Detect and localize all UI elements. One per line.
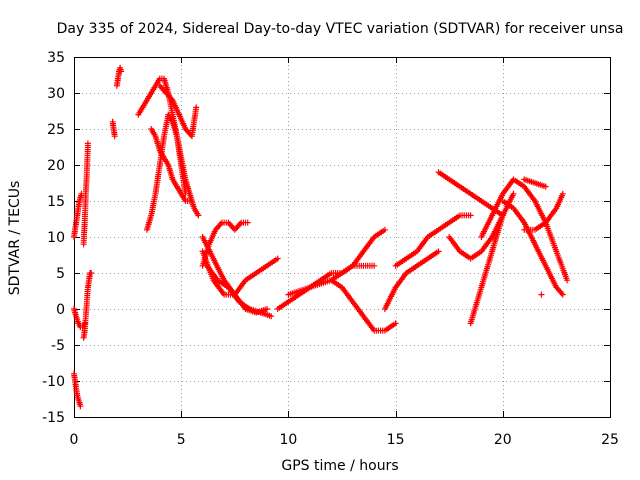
data-points — [328, 226, 388, 284]
x-tick-label: 25 — [601, 432, 619, 448]
series-arc3 — [71, 306, 88, 330]
data-points — [521, 190, 566, 233]
data-points — [392, 212, 474, 269]
series-arc2 — [71, 190, 85, 240]
y-tick-label: 10 — [47, 230, 65, 246]
y-tick-label: -10 — [42, 374, 65, 390]
y-tick-label: 30 — [47, 86, 65, 102]
x-tick-label: 20 — [494, 432, 512, 448]
data-points — [521, 176, 549, 190]
data-layer — [71, 64, 571, 410]
series-arc18 — [328, 226, 388, 284]
data-points — [148, 126, 193, 204]
series-arc5 — [80, 140, 91, 248]
x-tick-label: 15 — [387, 432, 405, 448]
data-points — [71, 370, 84, 410]
data-points — [381, 248, 442, 312]
series-arc4 — [80, 270, 95, 341]
data-points — [71, 306, 88, 330]
data-points — [109, 118, 118, 140]
x-axis-label: GPS time / hours — [281, 458, 398, 474]
y-tick-label: 25 — [47, 122, 65, 138]
data-points — [538, 291, 545, 298]
data-points — [80, 140, 91, 248]
y-tick-label: 0 — [56, 302, 65, 318]
series-arc17 — [285, 277, 399, 334]
series-arc19 — [381, 248, 442, 312]
data-points — [274, 262, 378, 312]
series-arc20 — [392, 212, 474, 269]
data-points — [203, 262, 275, 320]
y-tick-label: -15 — [42, 410, 65, 426]
x-tick-label: 0 — [70, 432, 79, 448]
data-points — [71, 190, 85, 240]
y-tick-label: 20 — [47, 158, 65, 174]
series-arc26 — [521, 190, 566, 233]
data-points — [113, 64, 125, 89]
y-tick-label: 5 — [56, 266, 65, 282]
series-arc10 — [148, 126, 193, 204]
tick-layer: 0 5 10 15 20 25 35 30 25 20 15 10 5 0 -5 -10 -15 — [42, 50, 619, 448]
y-axis-label: SDTVAR / TECUs — [7, 181, 23, 296]
series-arc7 — [113, 64, 125, 89]
series-arc15 — [203, 262, 275, 320]
series-arc6 — [109, 118, 118, 140]
y-tick-label: 35 — [47, 50, 65, 66]
x-tick-label: 10 — [279, 432, 297, 448]
series-arc1 — [71, 370, 84, 410]
x-tick-label: 5 — [177, 432, 186, 448]
data-points — [156, 82, 200, 140]
series-arc28 — [538, 291, 545, 298]
y-tick-label: -5 — [51, 338, 65, 354]
chart-title: Day 335 of 2024, Sidereal Day-to-day VTE… — [57, 21, 624, 37]
data-points — [285, 277, 399, 334]
series-arc16 — [274, 262, 378, 312]
y-tick-label: 15 — [47, 194, 65, 210]
data-points — [80, 270, 95, 341]
series-arc11 — [156, 82, 200, 140]
series-arc27 — [521, 176, 549, 190]
